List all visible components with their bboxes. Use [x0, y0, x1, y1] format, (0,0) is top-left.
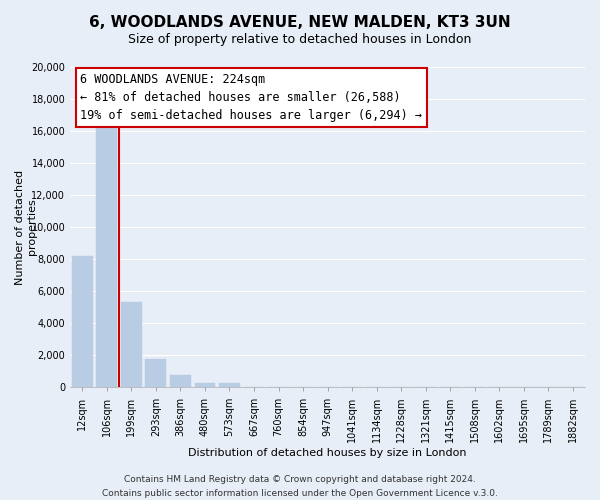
- Y-axis label: Number of detached
properties: Number of detached properties: [15, 170, 37, 284]
- Text: Size of property relative to detached houses in London: Size of property relative to detached ho…: [128, 32, 472, 46]
- Bar: [72, 256, 93, 388]
- Bar: [145, 358, 166, 388]
- X-axis label: Distribution of detached houses by size in London: Distribution of detached houses by size …: [188, 448, 467, 458]
- Bar: [194, 382, 215, 388]
- Text: 6, WOODLANDS AVENUE, NEW MALDEN, KT3 3UN: 6, WOODLANDS AVENUE, NEW MALDEN, KT3 3UN: [89, 15, 511, 30]
- Bar: [97, 122, 117, 388]
- Text: Contains HM Land Registry data © Crown copyright and database right 2024.
Contai: Contains HM Land Registry data © Crown c…: [102, 476, 498, 498]
- Bar: [170, 376, 191, 388]
- Text: 6 WOODLANDS AVENUE: 224sqm
← 81% of detached houses are smaller (26,588)
19% of : 6 WOODLANDS AVENUE: 224sqm ← 81% of deta…: [80, 73, 422, 122]
- Bar: [121, 302, 142, 388]
- Bar: [219, 383, 240, 388]
